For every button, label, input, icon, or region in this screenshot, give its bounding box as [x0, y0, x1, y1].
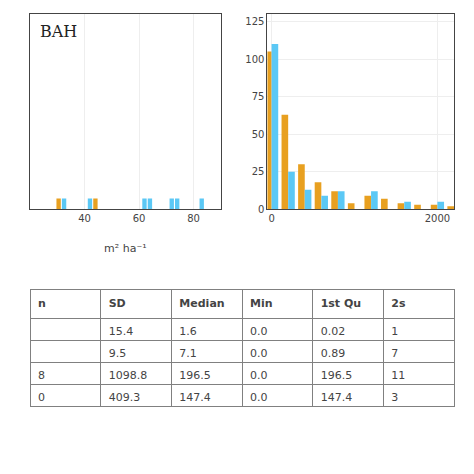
svg-text:0.0: 0.0 — [250, 391, 268, 404]
svg-text:7: 7 — [391, 347, 398, 360]
svg-text:0: 0 — [268, 213, 274, 224]
svg-text:0.0: 0.0 — [250, 325, 268, 338]
svg-text:2000: 2000 — [425, 213, 450, 224]
svg-text:75: 75 — [252, 91, 265, 102]
svg-text:40: 40 — [78, 213, 91, 224]
svg-text:8: 8 — [38, 369, 45, 382]
svg-text:1098.8: 1098.8 — [109, 369, 147, 382]
svg-text:100: 100 — [245, 54, 264, 65]
svg-text:196.5: 196.5 — [179, 369, 211, 382]
svg-text:7.1: 7.1 — [179, 347, 197, 360]
svg-text:147.4: 147.4 — [179, 391, 211, 404]
svg-text:2s: 2s — [391, 297, 406, 310]
svg-text:0.89: 0.89 — [321, 347, 346, 360]
svg-text:50: 50 — [252, 129, 265, 140]
svg-text:m² ha⁻¹: m² ha⁻¹ — [104, 242, 147, 255]
svg-text:Median: Median — [179, 297, 224, 310]
svg-text:11: 11 — [391, 369, 405, 382]
svg-text:0: 0 — [258, 204, 264, 215]
svg-text:147.4: 147.4 — [321, 391, 353, 404]
svg-text:3: 3 — [391, 391, 398, 404]
svg-text:1st Qu: 1st Qu — [321, 297, 361, 310]
svg-text:1.6: 1.6 — [179, 325, 197, 338]
svg-text:15.4: 15.4 — [109, 325, 133, 338]
svg-text:196.5: 196.5 — [321, 369, 353, 382]
svg-text:0: 0 — [38, 391, 45, 404]
svg-text:25: 25 — [252, 166, 265, 177]
svg-text:n: n — [38, 297, 46, 310]
svg-text:9.5: 9.5 — [109, 347, 127, 360]
svg-text:409.3: 409.3 — [109, 391, 140, 404]
svg-text:1: 1 — [391, 325, 398, 338]
svg-text:0.02: 0.02 — [321, 325, 346, 338]
svg-text:SD: SD — [109, 297, 126, 310]
svg-text:0.0: 0.0 — [250, 347, 268, 360]
svg-text:BAH: BAH — [40, 22, 77, 41]
svg-text:Min: Min — [250, 297, 273, 310]
svg-text:60: 60 — [133, 213, 146, 224]
svg-text:0.0: 0.0 — [250, 369, 268, 382]
svg-text:125: 125 — [245, 16, 264, 27]
svg-text:80: 80 — [187, 213, 200, 224]
